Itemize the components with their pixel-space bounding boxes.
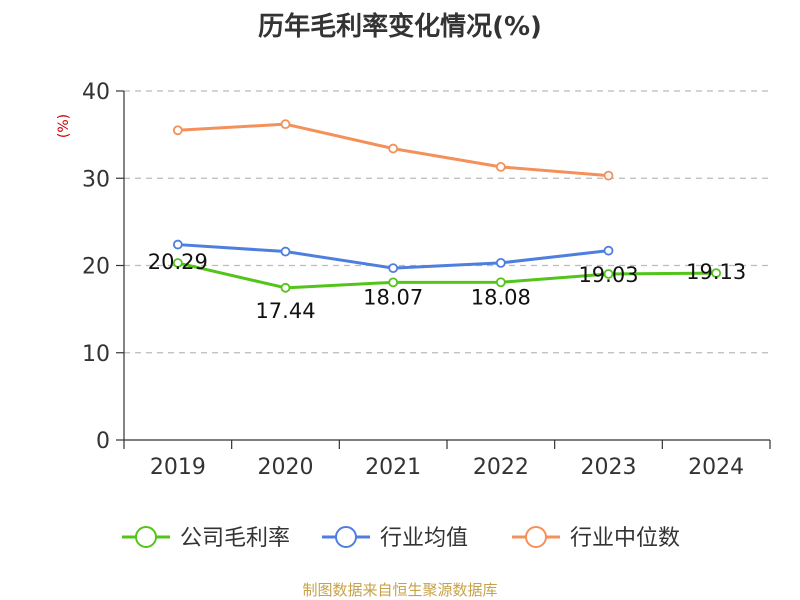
x-tick-label: 2020 [258,455,314,480]
x-tick-label: 2023 [581,455,637,480]
data-label: 19.03 [578,263,638,287]
legend-marker [335,526,357,548]
x-tick-label: 2024 [688,455,744,480]
chart-title: 历年毛利率变化情况(%) [258,12,542,42]
y-tick-label: 20 [82,255,110,280]
data-label: 20.29 [148,250,208,274]
legend-item[interactable]: 公司毛利率 [122,526,290,551]
legend-marker [135,526,157,548]
x-tick-label: 2019 [150,455,206,480]
data-point[interactable] [495,257,506,268]
data-label: 17.44 [255,299,315,323]
legend[interactable]: 公司毛利率 行业均值 行业中位数 [122,526,680,551]
axes: 0 10 20 30 40 2019 2020 2021 2022 2023 2024 [82,80,771,480]
data-label: 18.08 [471,285,531,309]
source-note: 制图数据来自恒生聚源数据库 [302,581,497,599]
series-lines [172,119,722,293]
data-point[interactable] [603,170,614,181]
y-axis-label: (%) [56,114,72,138]
legend-marker [525,526,547,548]
data-point[interactable] [388,263,399,274]
data-point[interactable] [280,246,291,257]
y-tick-label: 10 [82,342,110,367]
x-tick-label: 2022 [473,455,529,480]
data-point[interactable] [172,239,183,250]
data-point[interactable] [388,277,399,288]
data-point[interactable] [603,245,614,256]
data-point[interactable] [280,282,291,293]
data-point[interactable] [495,277,506,288]
legend-item[interactable]: 行业均值 [322,526,468,551]
y-tick-label: 40 [82,80,110,105]
data-point[interactable] [172,258,183,268]
data-point[interactable] [603,269,614,279]
data-point[interactable] [172,125,183,136]
data-point[interactable] [280,119,291,130]
data-labels: 20.29 17.44 18.07 18.08 19.03 19.13 [148,250,746,323]
legend-label: 公司毛利率 [180,526,290,551]
x-tick-label: 2021 [365,455,421,480]
data-point[interactable] [388,143,399,154]
y-tick-label: 0 [96,429,110,454]
data-label: 19.13 [686,260,746,284]
legend-label: 行业中位数 [570,526,680,551]
legend-item[interactable]: 行业中位数 [512,526,680,551]
y-tick-label: 30 [82,167,110,192]
series-line [177,261,717,290]
gridlines [124,90,770,354]
data-label: 18.07 [363,285,423,309]
data-point[interactable] [711,268,722,278]
data-point[interactable] [495,162,506,172]
legend-label: 行业均值 [380,526,468,551]
